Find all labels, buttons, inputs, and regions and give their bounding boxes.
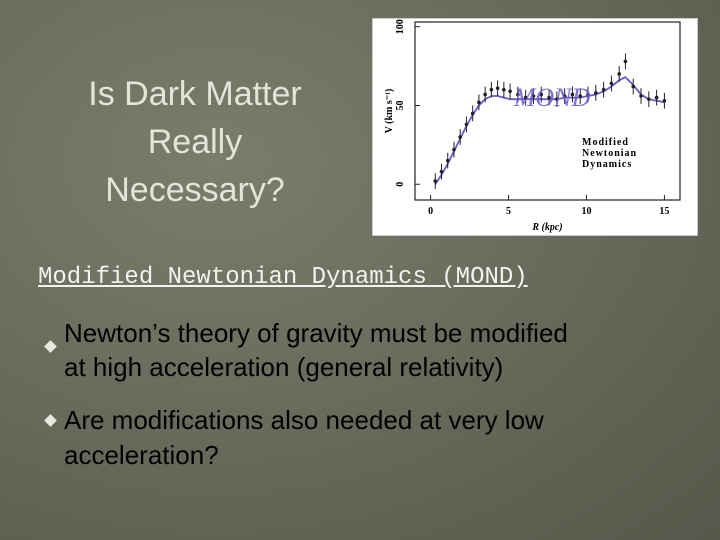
data-point: [578, 94, 583, 98]
y-tick-label: 50: [395, 100, 406, 110]
data-point: [452, 147, 456, 152]
bullet-marker: [44, 414, 57, 427]
bullet-text: at high acceleration (general relativity…: [64, 352, 504, 382]
bullet-text: Are modifications also needed at very lo…: [64, 405, 544, 435]
y-tick-label: 100: [395, 19, 406, 34]
data-point: [586, 92, 590, 97]
data-point: [631, 84, 636, 89]
data-point: [639, 94, 643, 98]
data-point: [623, 59, 628, 64]
data-point: [489, 87, 494, 92]
data-point: [502, 87, 506, 92]
bullet-marker: [44, 340, 57, 353]
bullet-text: acceleration?: [64, 440, 219, 470]
title-line: Is Dark Matter: [88, 75, 302, 113]
data-point: [531, 94, 536, 98]
annotation: Modified: [582, 137, 629, 148]
bullet-text: Newton’s theory of gravity must be modif…: [64, 318, 568, 348]
data-point: [458, 135, 463, 139]
data-point: [445, 158, 450, 163]
data-point: [562, 94, 567, 98]
annotation: Newtonian: [582, 148, 637, 159]
data-point: [609, 81, 614, 86]
x-axis-label: R (kpc): [531, 222, 562, 233]
x-tick-label: 5: [506, 206, 511, 217]
title-line: Really: [147, 123, 243, 161]
data-point: [470, 111, 475, 116]
subtitle: Modified Newtonian Dynamics (MOND): [38, 264, 528, 291]
data-point: [477, 100, 481, 105]
annotation: Dynamics: [582, 159, 632, 170]
curve-label: MOND: [513, 83, 591, 112]
x-tick-label: 0: [428, 206, 433, 217]
data-point: [516, 92, 520, 97]
data-point: [594, 91, 598, 95]
y-axis-label: V (km s⁻¹): [384, 89, 395, 134]
figure: 0 5 10 15 0 50 100 R (kpc) V (km s⁻¹) MOND Modifie…: [372, 18, 698, 236]
data-point: [570, 92, 575, 97]
data-point: [647, 97, 651, 101]
data-point: [547, 95, 551, 100]
y-tick-label: 0: [395, 182, 406, 187]
data-point: [523, 95, 528, 100]
x-tick-label: 10: [581, 206, 591, 217]
x-tick-label: 15: [659, 206, 669, 217]
data-point: [539, 92, 544, 97]
data-point: [433, 179, 438, 183]
title-line: Necessary?: [105, 171, 285, 209]
data-point: [654, 95, 659, 100]
data-point: [617, 72, 622, 76]
data-point: [601, 87, 606, 92]
data-point: [483, 92, 487, 97]
data-point: [508, 89, 512, 94]
figure-frame: [372, 18, 698, 236]
data-point: [464, 122, 469, 127]
data-point: [495, 86, 500, 90]
plot-frame: [414, 21, 681, 201]
data-point: [662, 98, 667, 103]
data-point: [555, 97, 559, 101]
data-point: [439, 169, 444, 174]
